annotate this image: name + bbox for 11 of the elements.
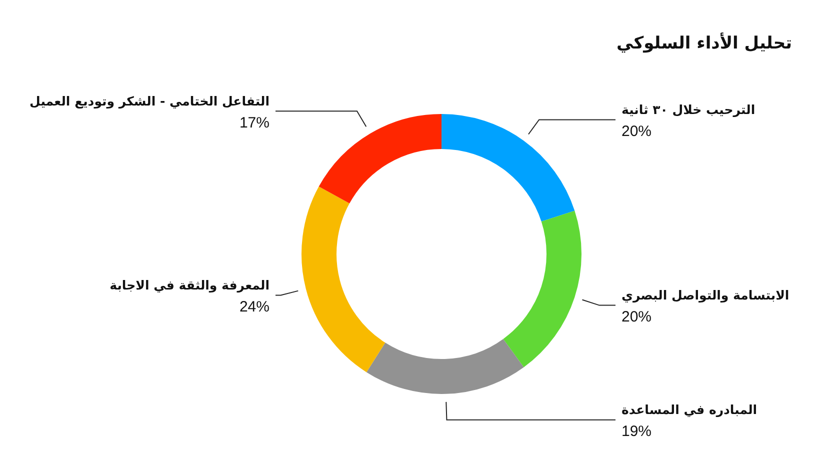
slice-label: المبادره في المساعدة [622, 402, 758, 418]
slice-label: الابتسامة والتواصل البصري [622, 288, 790, 304]
data-label: 24% [239, 298, 270, 316]
slice-label: المعرفة والثقة في الاجابة [110, 278, 270, 294]
data-label: 20% [622, 122, 652, 140]
slice-label: التفاعل الختامي - الشكر وتوديع العميل [30, 93, 270, 110]
data-label: 20% [622, 308, 652, 326]
slice-label: الترحيب خلال ٣٠ ثانية [622, 102, 756, 118]
data-label: 17% [239, 114, 270, 132]
chart-title: تحليل الأداء السلوكي [616, 31, 792, 54]
data-label: 19% [622, 423, 652, 440]
